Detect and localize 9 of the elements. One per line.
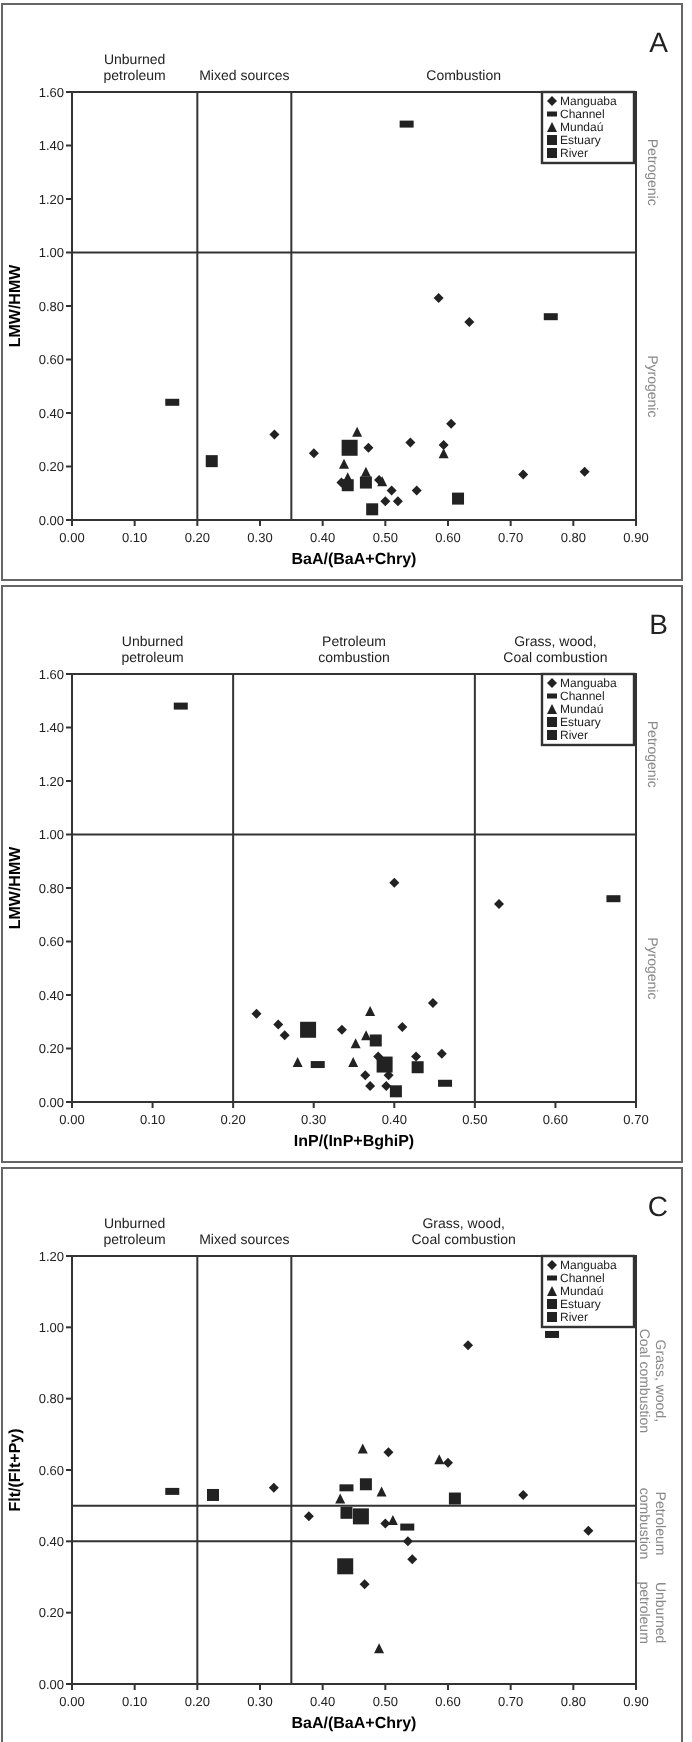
- text: A: [649, 26, 670, 58]
- y-axis-title: Flt/(Flt+Py): [6, 1427, 24, 1512]
- x-axis-title: InP/(InP+BghiP): [293, 1132, 415, 1150]
- y-axis-title: LMW/HMW: [6, 845, 24, 930]
- text: B: [649, 608, 668, 640]
- x-axis-title: BaA/(BaA+Chry): [291, 550, 418, 568]
- y-axis-title: LMW/HMW: [6, 263, 24, 348]
- x-axis-title: BaA/(BaA+Chry): [291, 1714, 418, 1732]
- text: C: [647, 1190, 668, 1222]
